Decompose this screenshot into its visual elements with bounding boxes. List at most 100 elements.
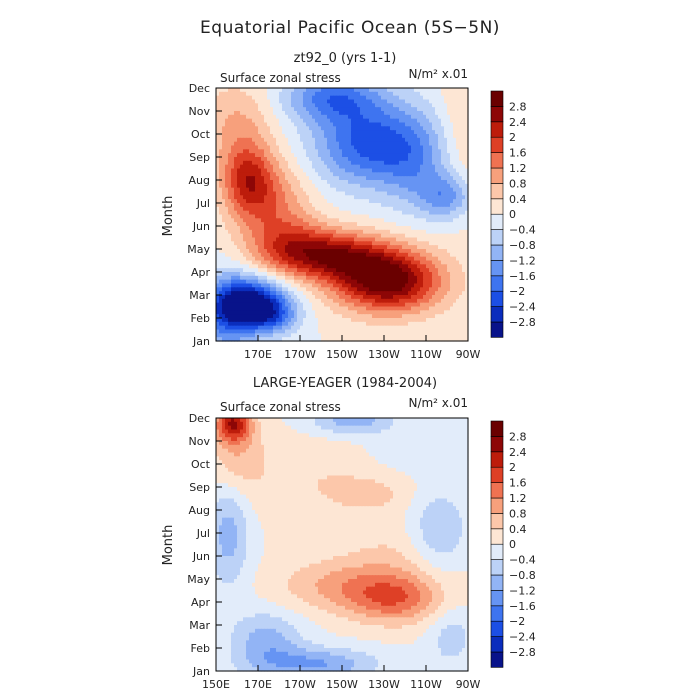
heatmap-cell	[324, 137, 328, 143]
heatmap-cell	[330, 107, 334, 112]
heatmap-cell	[363, 91, 367, 97]
heatmap-cell	[294, 226, 298, 231]
heatmap-cell	[462, 176, 466, 181]
heatmap-cell	[240, 134, 244, 139]
heatmap-cell	[381, 126, 385, 131]
heatmap-cell	[402, 180, 406, 185]
heatmap-cell	[381, 291, 385, 296]
heatmap-cell	[354, 268, 358, 273]
heatmap-cell	[441, 141, 445, 147]
heatmap-cell	[366, 272, 370, 277]
heatmap-cell	[351, 302, 355, 308]
heatmap-cell	[429, 134, 433, 139]
heatmap-cell	[297, 195, 301, 200]
heatmap-cell	[399, 283, 403, 288]
heatmap-cell	[330, 183, 334, 189]
heatmap-cell	[222, 214, 226, 219]
heatmap-cell	[429, 241, 433, 246]
heatmap-cell	[291, 222, 295, 227]
heatmap-cell	[345, 195, 349, 200]
heatmap-cell	[396, 233, 400, 239]
heatmap-cell	[330, 88, 334, 93]
heatmap-cell	[333, 141, 337, 147]
heatmap-cell	[234, 291, 238, 296]
heatmap-cell	[306, 237, 310, 242]
heatmap-cell	[216, 264, 220, 269]
heatmap-cell	[375, 275, 379, 281]
heatmap-cell	[282, 298, 286, 304]
heatmap-cell	[357, 91, 361, 97]
heatmap-cell	[276, 103, 280, 108]
heatmap-cell	[390, 114, 394, 120]
heatmap-cell	[429, 199, 433, 204]
heatmap-cell	[465, 214, 469, 219]
heatmap-cell	[255, 130, 259, 135]
heatmap-cell	[414, 114, 418, 120]
heatmap-cell	[252, 260, 256, 265]
heatmap-cell	[285, 134, 289, 139]
heatmap-cell	[408, 260, 412, 265]
heatmap-cell	[258, 91, 262, 97]
heatmap-cell	[225, 306, 229, 311]
heatmap-cell	[252, 214, 256, 219]
heatmap-cell	[429, 168, 433, 173]
heatmap-cell	[267, 180, 271, 185]
heatmap-cell	[414, 164, 418, 170]
heatmap-cell	[243, 199, 247, 204]
heatmap-cell	[369, 191, 373, 196]
heatmap-cell	[318, 145, 322, 150]
heatmap-cell	[279, 195, 283, 200]
heatmap-cell	[396, 203, 400, 208]
heatmap-cell	[267, 107, 271, 112]
heatmap-cell	[228, 222, 232, 227]
heatmap-cell	[288, 172, 292, 177]
heatmap-cell	[426, 122, 430, 127]
heatmap-cell	[342, 199, 346, 204]
heatmap-cell	[315, 111, 319, 116]
heatmap-cell	[237, 298, 241, 304]
heatmap-cell	[312, 157, 316, 162]
heatmap-cell	[279, 145, 283, 150]
heatmap-cell	[264, 226, 268, 231]
heatmap-cell	[453, 141, 457, 147]
heatmap-cell	[342, 180, 346, 185]
heatmap-cell	[387, 214, 391, 219]
heatmap-cell	[243, 206, 247, 212]
heatmap-cell	[435, 114, 439, 120]
heatmap-cell	[228, 218, 232, 223]
heatmap-cell	[270, 95, 274, 101]
heatmap-cell	[369, 187, 373, 193]
heatmap-cell	[216, 91, 220, 97]
heatmap-cell	[387, 153, 391, 158]
heatmap-cell	[270, 298, 274, 304]
heatmap-cell	[369, 233, 373, 239]
heatmap-cell	[249, 164, 253, 170]
heatmap-cell	[243, 268, 247, 273]
heatmap-cell	[354, 272, 358, 277]
heatmap-cell	[258, 137, 262, 143]
heatmap-cell	[345, 210, 349, 216]
heatmap-cell	[216, 187, 220, 193]
heatmap-cell	[351, 95, 355, 101]
heatmap-cell	[264, 260, 268, 265]
heatmap-cell	[267, 88, 271, 93]
heatmap-cell	[441, 145, 445, 150]
heatmap-cell	[288, 272, 292, 277]
heatmap-cell	[258, 187, 262, 193]
heatmap-cell	[261, 256, 265, 262]
heatmap-cell	[447, 122, 451, 127]
heatmap-cell	[246, 118, 250, 124]
heatmap-cell	[312, 164, 316, 170]
heatmap-cell	[249, 249, 253, 254]
heatmap-cell	[333, 302, 337, 308]
heatmap-cell	[363, 210, 367, 216]
heatmap-cell	[405, 195, 409, 200]
heatmap-cell	[426, 134, 430, 139]
heatmap-cell	[384, 122, 388, 127]
heatmap-cell	[255, 111, 259, 116]
heatmap-cell	[312, 153, 316, 158]
heatmap-cell	[273, 91, 277, 97]
heatmap-cell	[396, 145, 400, 150]
heatmap-cell	[447, 134, 451, 139]
heatmap-cell	[312, 114, 316, 120]
